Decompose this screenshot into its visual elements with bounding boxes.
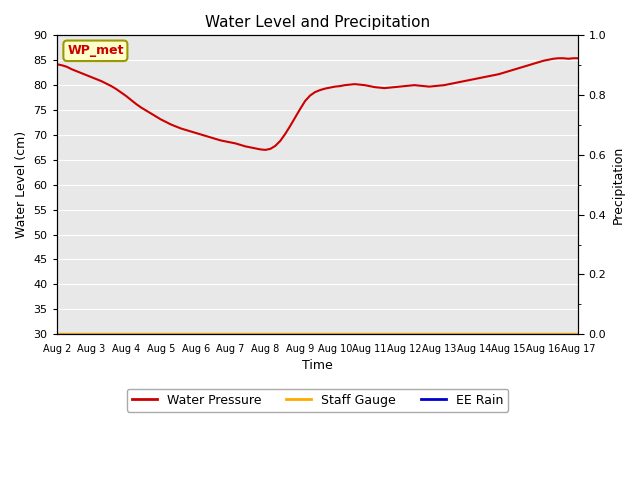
X-axis label: Time: Time xyxy=(302,360,333,372)
Y-axis label: Precipitation: Precipitation xyxy=(612,145,625,224)
Y-axis label: Water Level (cm): Water Level (cm) xyxy=(15,131,28,238)
Title: Water Level and Precipitation: Water Level and Precipitation xyxy=(205,15,430,30)
Text: WP_met: WP_met xyxy=(67,44,124,57)
Legend: Water Pressure, Staff Gauge, EE Rain: Water Pressure, Staff Gauge, EE Rain xyxy=(127,389,508,411)
